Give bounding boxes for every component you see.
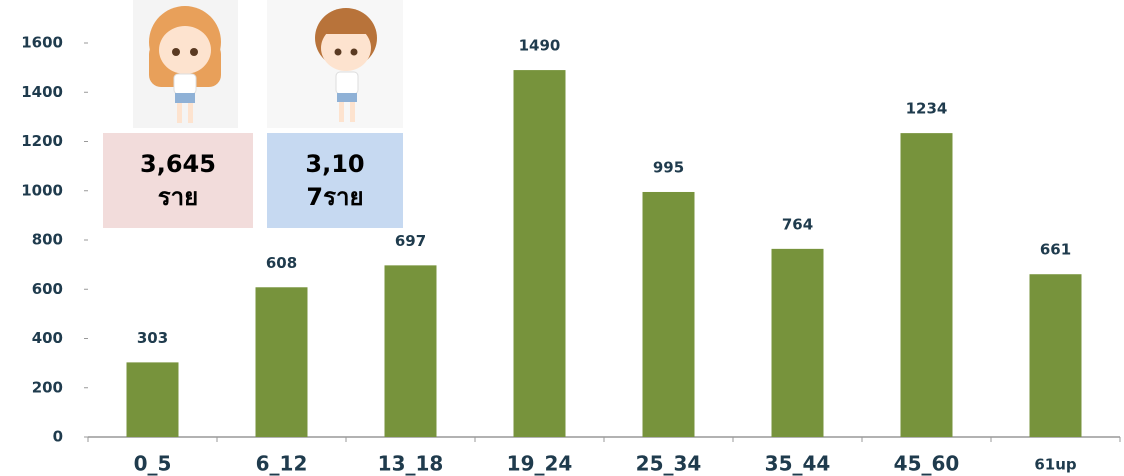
annotation-box [267,133,403,228]
y-tick-label: 0 [53,428,63,446]
chart: 0 200 400 600 800 1000 1200 1400 1600 0_5 303 6_12 6… [0,0,1124,476]
bar [1030,274,1082,437]
x-tick-label: 45_60 [894,452,960,476]
value-label: 697 [395,232,426,250]
bar [385,265,437,437]
y-tick-label: 600 [32,280,63,298]
value-label: 661 [1040,241,1071,259]
bar [643,192,695,437]
x-tick-label: 19_24 [507,452,573,476]
value-label: 1234 [906,100,948,118]
annotation-box [103,133,253,228]
y-tick-label: 200 [32,378,63,396]
bar [127,362,179,437]
x-tick-label: 13_18 [378,452,444,476]
y-tick-label: 1400 [21,83,63,101]
annotation-text: 3,645 [140,150,216,178]
value-label: 303 [137,329,168,347]
bar [514,70,566,437]
x-tick-label: 6_12 [256,452,308,476]
bar [901,133,953,437]
y-tick-label: 800 [32,231,63,249]
x-tick-label: 35_44 [765,452,831,476]
value-label: 1490 [519,37,561,55]
value-label: 995 [653,158,684,176]
value-label: 608 [266,254,297,272]
y-tick-label: 1600 [21,34,63,52]
annotation-text: ราย [158,183,198,211]
bar [256,287,308,437]
boy-picture [267,0,403,128]
x-tick-label: 0_5 [134,452,172,476]
bar [772,249,824,437]
annotation-text: 7ราย [306,183,363,211]
x-tick-label: 61up [1034,456,1077,474]
value-label: 764 [782,215,813,233]
y-tick-label: 1200 [21,132,63,150]
y-tick-label: 400 [32,329,63,347]
annotation-text: 3,10 [305,150,364,178]
y-tick-label: 1000 [21,181,63,199]
x-tick-label: 25_34 [636,452,702,476]
girl-picture [133,0,238,128]
